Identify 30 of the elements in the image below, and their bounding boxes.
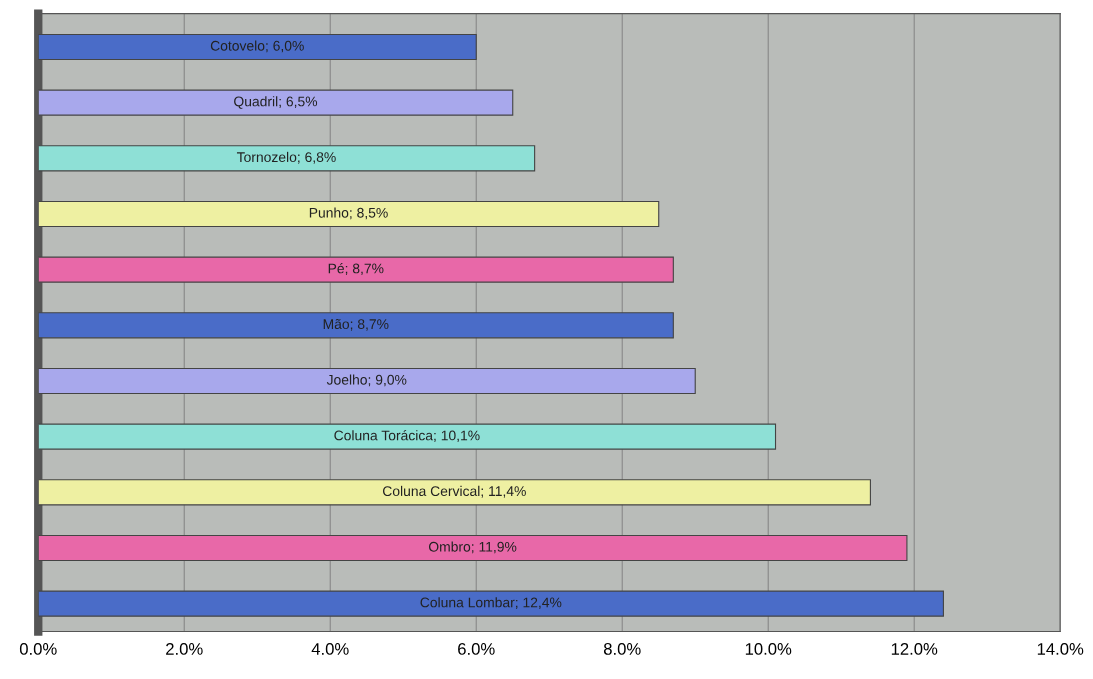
x-tick-label: 10.0% [745, 643, 792, 655]
bar [38, 256, 674, 283]
bar [38, 200, 660, 228]
data-label: Pé; 8,7% [328, 263, 384, 276]
x-tick-label: 6.0% [458, 643, 495, 655]
bar [38, 367, 696, 395]
x-tick-label: 14.0% [1037, 643, 1084, 655]
x-tick-label: 0.0% [19, 643, 57, 655]
data-label: Ombro; 11,9% [428, 541, 517, 554]
bar [38, 534, 908, 562]
data-label: Coluna Cervical; 11,4% [382, 485, 526, 498]
data-label: Joelho; 9,0% [326, 374, 407, 387]
bar [38, 33, 477, 61]
bar [38, 590, 944, 617]
bar [38, 145, 536, 172]
bar [38, 312, 674, 339]
data-label: Quadril; 6,5% [234, 96, 318, 109]
x-tick-label: 4.0% [311, 643, 349, 655]
data-label: Coluna Torácica; 10,1% [334, 430, 480, 443]
data-label: Punho; 8,5% [309, 207, 388, 220]
bar [38, 423, 777, 450]
data-label: Cotovelo; 6,0% [210, 40, 304, 53]
x-tick-label: 8.0% [603, 643, 641, 655]
data-label: Tornozelo; 6,8% [236, 151, 336, 164]
data-label: Coluna Lombar; 12,4% [420, 597, 562, 610]
x-tick-label: 12.0% [891, 643, 938, 655]
bar [38, 89, 514, 116]
data-label: Mão; 8,7% [323, 318, 389, 331]
x-tick-label: 2.0% [166, 643, 203, 655]
bar [38, 479, 871, 506]
